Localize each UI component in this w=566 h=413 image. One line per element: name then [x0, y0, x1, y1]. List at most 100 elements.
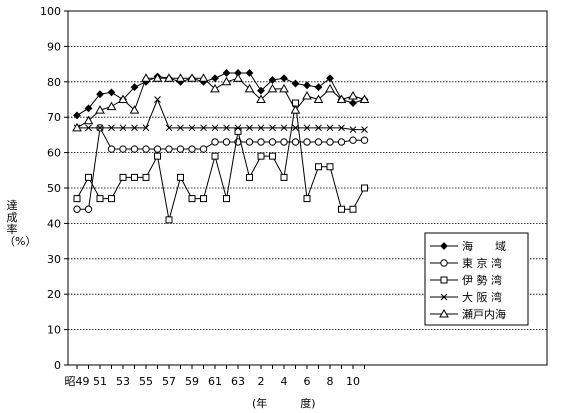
data-point [315, 124, 322, 132]
data-point [96, 195, 104, 203]
y-tick-label: 50 [47, 182, 61, 195]
y-tick-label: 20 [47, 288, 61, 301]
data-point [338, 124, 345, 132]
data-point [131, 173, 138, 181]
data-point [73, 111, 81, 120]
x-tick-label: 4 [281, 375, 288, 388]
data-point [361, 184, 368, 192]
legend-marker [440, 276, 448, 284]
data-point [84, 205, 93, 213]
data-point [326, 124, 334, 132]
data-point [349, 205, 357, 213]
data-point [314, 138, 323, 146]
data-point [245, 138, 254, 146]
data-point [257, 86, 265, 95]
data-point [359, 94, 370, 103]
data-point [188, 195, 196, 203]
y-tick-label: 60 [47, 147, 61, 160]
data-point [142, 124, 150, 132]
data-point [302, 90, 312, 100]
data-point [200, 195, 207, 203]
data-point [314, 83, 323, 92]
data-point [152, 73, 163, 82]
data-point [85, 173, 92, 181]
data-point [142, 145, 150, 153]
data-point [268, 76, 277, 84]
data-point [106, 101, 117, 111]
series-line [76, 77, 365, 129]
data-point [211, 138, 219, 146]
legend-label: 瀬戸内海 [462, 307, 506, 321]
data-point [142, 173, 150, 181]
x-tick-label: 10 [346, 375, 360, 388]
data-point [349, 99, 357, 107]
data-point [234, 124, 242, 132]
data-point [83, 115, 94, 125]
data-point [119, 124, 127, 132]
legend-label: 東 京 湾 [462, 256, 502, 270]
data-point [223, 124, 230, 132]
data-point [96, 90, 104, 99]
data-point [303, 81, 311, 90]
data-point [246, 124, 253, 132]
data-point [326, 74, 334, 83]
x-tick-label: 2 [258, 375, 265, 388]
data-point [325, 83, 335, 93]
data-point [175, 73, 186, 82]
data-point [268, 138, 277, 146]
data-point [107, 88, 116, 97]
data-point [200, 124, 207, 132]
data-point [223, 195, 230, 203]
data-point [245, 69, 254, 77]
data-point [337, 138, 346, 146]
data-point [108, 195, 115, 203]
data-point [222, 138, 231, 146]
data-point [131, 124, 138, 132]
legend-label: 大 阪 湾 [462, 290, 502, 304]
x-axis-label: (年 度) [252, 397, 316, 410]
data-point [211, 152, 219, 160]
data-point [349, 136, 357, 144]
data-point [280, 173, 288, 181]
data-point [280, 138, 288, 146]
series-3 [73, 96, 368, 133]
data-point [244, 83, 255, 93]
data-point [95, 105, 105, 114]
data-point [279, 83, 289, 93]
x-tick-label: 57 [162, 375, 176, 388]
data-point [269, 124, 276, 132]
data-point [211, 124, 219, 132]
x-tick-label: 55 [139, 375, 153, 388]
x-tick-label: 61 [208, 375, 222, 388]
series-1 [73, 124, 369, 213]
data-point [119, 173, 127, 181]
data-point [257, 152, 265, 160]
y-tick-label: 70 [47, 111, 61, 124]
data-point [176, 145, 185, 153]
series-line [76, 72, 365, 116]
y-tick-label: 90 [47, 40, 61, 53]
data-point [291, 138, 300, 146]
data-point [256, 94, 266, 103]
data-point [154, 152, 161, 160]
data-point [280, 74, 288, 83]
x-tick-label: 59 [185, 375, 199, 388]
data-point [291, 79, 300, 88]
data-point [303, 124, 311, 132]
data-point [165, 145, 173, 153]
data-point [118, 94, 128, 103]
data-point [187, 73, 197, 82]
legend-marker [440, 293, 448, 301]
data-point [177, 124, 184, 132]
data-point [290, 105, 301, 114]
y-tick-label: 40 [47, 217, 61, 230]
data-point [280, 124, 288, 132]
data-point [198, 73, 209, 82]
data-point [129, 105, 140, 114]
y-tick-label: 80 [47, 76, 61, 89]
x-tick-label: 51 [93, 375, 107, 388]
data-point [313, 94, 324, 103]
y-axis-label: 達成率（%） [4, 199, 37, 248]
series-line [76, 102, 365, 220]
